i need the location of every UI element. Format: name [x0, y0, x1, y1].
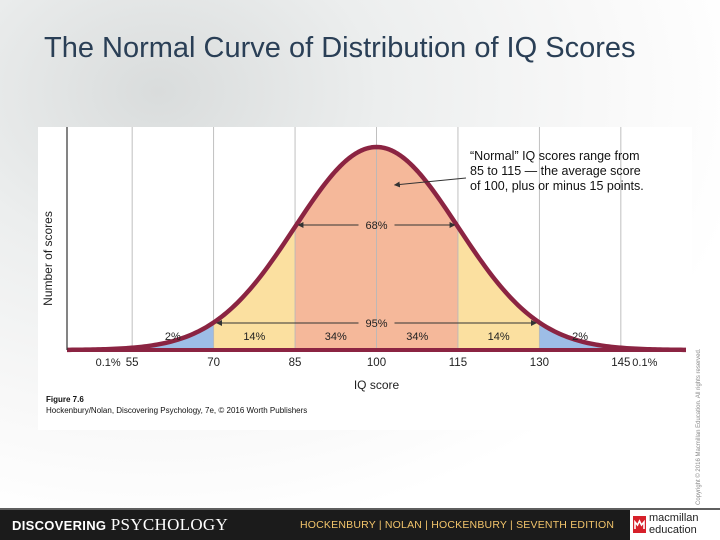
brand-psychology: PSYCHOLOGY: [110, 515, 229, 534]
span-label-0: 68%: [365, 220, 387, 232]
x-tick-label-115: 115: [449, 357, 467, 369]
publisher-logo: macmillan education: [630, 510, 720, 540]
slide-title: The Normal Curve of Distribution of IQ S…: [44, 32, 636, 64]
band-label-0: 0.1%: [96, 357, 121, 369]
band-label-6: 2%: [572, 331, 588, 343]
y-axis-title: Number of scores: [41, 211, 55, 306]
normal-curve-line: [66, 144, 687, 353]
figure-credit: Hockenbury/Nolan, Discovering Psychology…: [46, 406, 308, 415]
x-tick-label-70: 70: [207, 357, 220, 369]
x-tick-label-100: 100: [367, 357, 386, 369]
macmillan-logo-icon: [633, 516, 646, 533]
band-label-1: 2%: [165, 331, 181, 343]
x-tick-label-55: 55: [126, 357, 139, 369]
band-label-5: 14%: [488, 331, 510, 343]
x-tick-label-85: 85: [289, 357, 302, 369]
annotation-line-2: of 100, plus or minus 15 points.: [470, 179, 644, 193]
band-area-1: [132, 322, 214, 350]
figure-panel: 68% 95% 0.1% 2% 14% 34% 34% 14% 2% 0.1% 55 70 85 10…: [38, 127, 692, 430]
band-area-3: [295, 147, 377, 350]
annotation-pointer: [393, 177, 467, 188]
band-area-4: [376, 147, 458, 350]
span-label-1: 95%: [365, 318, 387, 330]
band-label-3: 34%: [325, 331, 347, 343]
copyright-notice: Copyright © 2016 Macmillan Education. Al…: [696, 348, 702, 506]
footer-divider: [0, 508, 720, 510]
band-area-6: [539, 322, 621, 350]
footer-bar: DISCOVERING PSYCHOLOGY HOCKENBURY | NOLA…: [0, 510, 720, 540]
brand-discovering: DISCOVERING: [12, 518, 107, 533]
annotation-line-0: “Normal” IQ scores range from: [470, 149, 639, 163]
x-axis-title: IQ score: [354, 378, 400, 392]
x-tick-label-130: 130: [530, 357, 549, 369]
normal-curve-chart: 68% 95% 0.1% 2% 14% 34% 34% 14% 2% 0.1% 55 70 85 10…: [41, 127, 687, 392]
publisher-name: macmillan: [649, 512, 699, 524]
authors-edition: HOCKENBURY | NOLAN | HOCKENBURY | SEVENT…: [300, 519, 615, 531]
annotation-line-1: 85 to 115 — the average score: [470, 164, 641, 178]
x-tick-label-145: 145: [611, 357, 630, 369]
publisher-division: education: [649, 524, 697, 536]
band-label-7: 0.1%: [632, 357, 657, 369]
band-label-4: 34%: [406, 331, 428, 343]
figure-label: Figure 7.6: [46, 395, 84, 404]
band-label-2: 14%: [243, 331, 265, 343]
book-brand: DISCOVERING PSYCHOLOGY: [12, 515, 228, 535]
